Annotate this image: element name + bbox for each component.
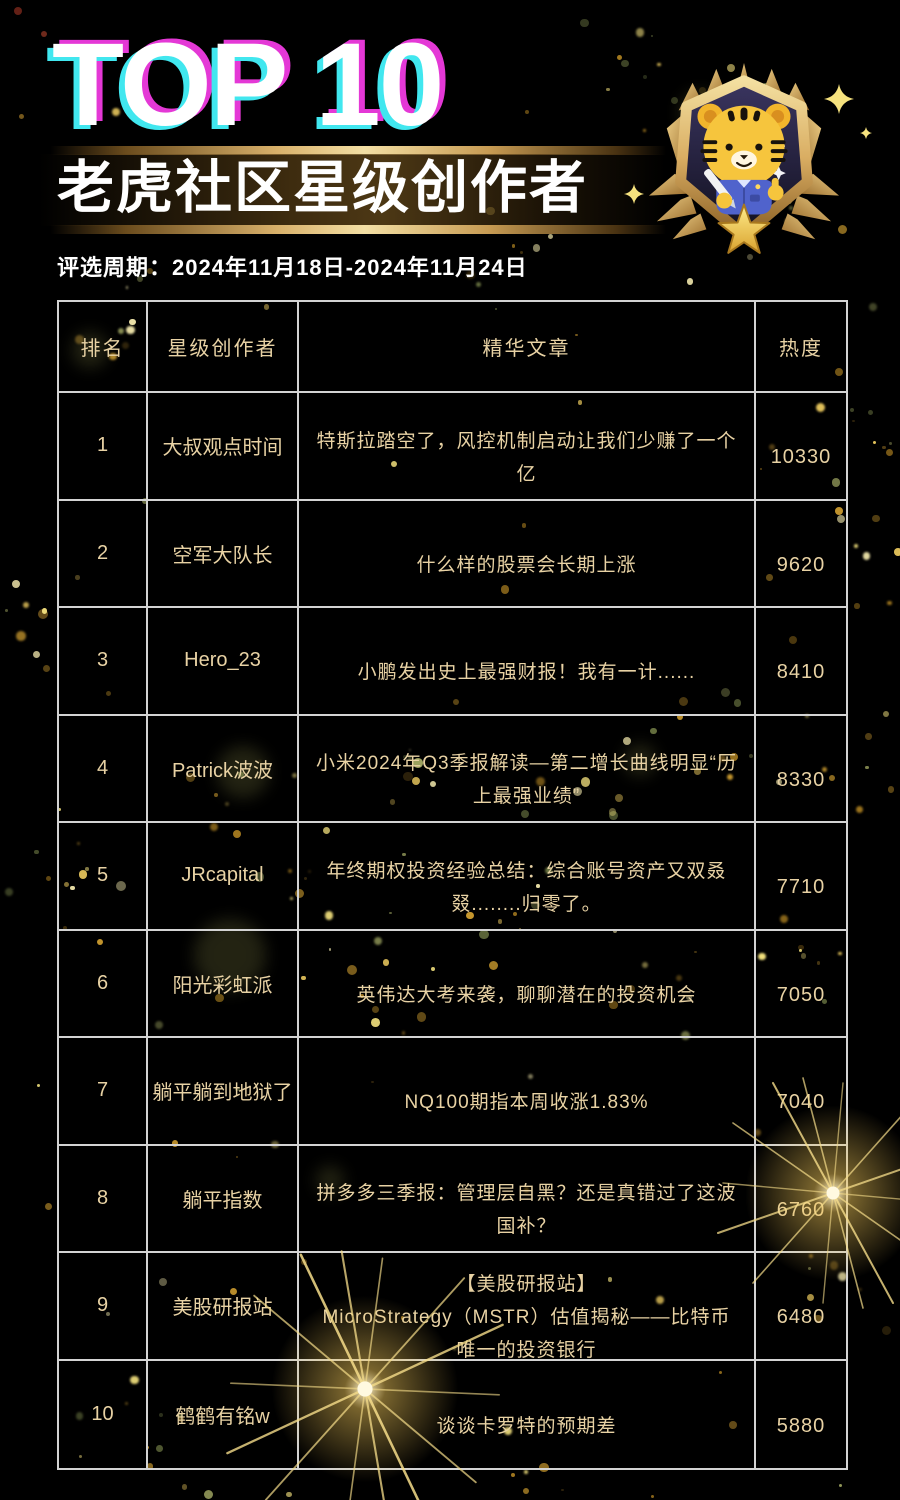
article-title: 拼多多三季报：管理层自黑？还是真错过了这波国补？ [299,1145,756,1253]
article-line1: 谈谈卡罗特的预期差 [436,1415,617,1437]
column-header-creator: 星级创作者 [148,302,299,393]
article-title: NQ100期指本周收涨1.83% [299,1038,756,1146]
article-line1: 小鹏发出史上最强财报！我有一计...... [357,662,696,684]
tiger-icon [697,103,791,215]
rank-value: 4 [59,715,148,823]
column-header-rank: 排名 [59,302,148,393]
heat-value: 9620 [756,501,846,608]
creator-name: Hero_23 [148,608,299,716]
heat-value: 6480 [756,1253,846,1361]
rank-value: 1 [59,393,148,501]
rank-value: 5 [59,823,148,931]
creator-name: 阳光彩虹派 [148,930,299,1038]
article-line1: 特斯拉踏空了，风控机制启动让我们少赚了一个亿 [316,430,737,485]
heat-value: 6760 [756,1146,846,1253]
page-title: TOP 10 [52,19,444,151]
creator-name: 鹤鹤有铭w [148,1360,299,1468]
heat-value: 7050 [756,931,846,1038]
heat-value: 8410 [756,608,846,716]
creator-name: 美股研报站 [148,1253,299,1361]
article-line1: 英伟达大考来袭，聊聊潜在的投资机会 [356,984,697,1006]
article-title: 英伟达大考来袭，聊聊潜在的投资机会 [299,930,756,1038]
article-line1: 拼多多三季报：管理层自黑？还是真错过了这波国补？ [316,1183,737,1238]
article-title: 年终期权投资经验总结：综合账号资产又双叒叕........归零了。 [299,823,756,931]
creator-name: 大叔观点时间 [148,393,299,501]
article-title: 小鹏发出史上最强财报！我有一计...... [299,608,756,716]
rank-value: 10 [59,1360,148,1468]
creator-name: Patrick波波 [148,715,299,823]
article-line1: NQ100期指本周收涨1.83% [404,1092,649,1114]
column-header-article: 精华文章 [299,302,756,393]
article-line2: MicroStrategy（MSTR）估值揭秘——比特币唯一的投资银行 [322,1307,731,1362]
leaderboard-table: 排名 星级创作者 精华文章 热度 1 大叔观点时间 特斯拉踏空了，风控机制启动让… [57,300,848,1470]
creator-name: 躺平指数 [148,1145,299,1253]
period-label: 评选周期：2024年11月18日-2024年11月24日 [57,255,528,280]
heat-value: 7710 [756,823,846,931]
heat-value: 8330 [756,716,846,823]
rank-value: 2 [59,500,148,608]
banner-glow [38,154,666,226]
tiger-badge-icon [648,62,840,254]
heat-value: 10330 [756,393,846,501]
subtitle: 老虎社区星级创作者 [57,156,588,220]
rank-value: 8 [59,1145,148,1253]
article-title: 特斯拉踏空了，风控机制启动让我们少赚了一个亿 [299,393,756,501]
heat-value: 5880 [776,1414,826,1437]
subtitle-banner: 老虎社区星级创作者 [38,146,666,234]
rank-value: 9 [59,1253,148,1361]
article-title: 小米2024年Q3季报解读—第二增长曲线明显“历上最强业绩” [299,715,756,823]
article-line1: 年终期权投资经验总结：综合账号资产又双叒叕........归零了。 [326,860,727,915]
article-line1: 什么样的股票会长期上涨 [416,554,637,576]
badge-star-icon [717,203,771,254]
creator-name: 空军大队长 [148,500,299,608]
heat-value: 7040 [756,1038,846,1146]
article-line1: 小米2024年Q3季报解读—第二增长曲线明显“历上最强业绩” [316,753,737,808]
article-title: 什么样的股票会长期上涨 [299,500,756,608]
creator-name: 躺平躺到地狱了 [148,1038,299,1146]
article-title: 谈谈卡罗特的预期差 [299,1360,756,1468]
rank-value: 7 [59,1038,148,1146]
article-line1: 【美股研报站】 [456,1273,597,1295]
column-header-heat: 热度 [756,302,846,393]
creator-name: JRcapital [148,823,299,931]
article-title: 【美股研报站】 MicroStrategy（MSTR）估值揭秘——比特币唯一的投… [299,1253,756,1361]
rank-value: 3 [59,608,148,716]
rank-value: 6 [59,930,148,1038]
